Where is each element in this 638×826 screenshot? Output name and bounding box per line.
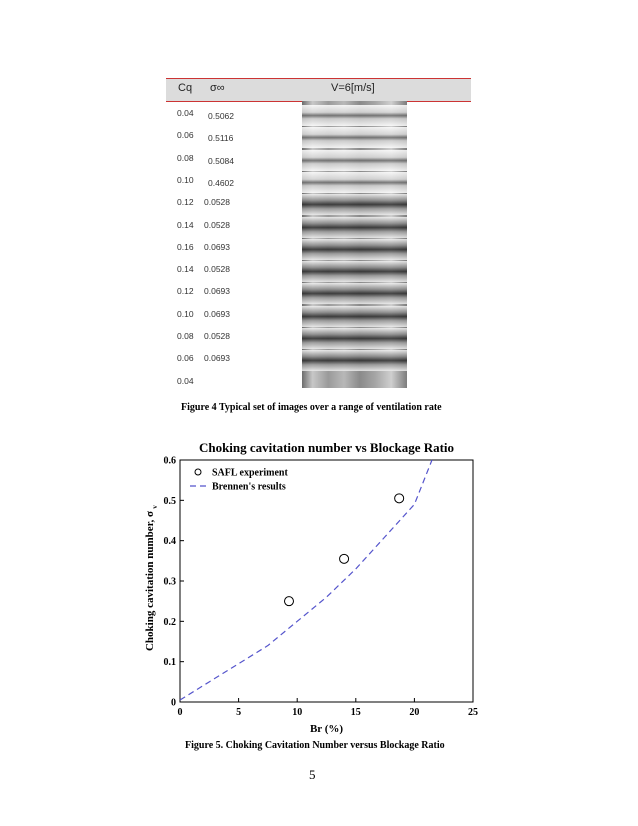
x-tick-label: 0 (178, 707, 183, 718)
cq-value: 0.04 (177, 108, 194, 118)
cq-value: 0.08 (177, 331, 194, 341)
y-tick-label: 0.2 (164, 617, 177, 628)
cq-value: 0.08 (177, 152, 194, 163)
cq-value: 0.10 (177, 174, 194, 185)
sigma-value: 0.0528 (204, 331, 230, 341)
cq-value: 0.14 (177, 219, 194, 230)
legend-marker-safl (194, 468, 202, 476)
cavitation-photo-strip (302, 328, 407, 349)
cq-value: 0.12 (177, 286, 194, 297)
y-tick-label: 0.3 (164, 577, 177, 588)
x-tick-label: 10 (292, 707, 302, 718)
header-sigma: σ∞ (210, 82, 225, 94)
series-line-brennen (179, 459, 433, 701)
table-header: Cq σ∞ V=6[m/s] (166, 78, 471, 102)
cavitation-image-sequence (302, 101, 407, 388)
chart-title: Choking cavitation number vs Blockage Ra… (199, 440, 454, 455)
y-axis-label: Choking cavitation number, σ (144, 511, 156, 651)
figure-5-caption: Figure 5. Choking Cavitation Number vers… (185, 740, 445, 751)
legend-label-brennen: Brennen's results (212, 482, 286, 493)
cavitation-photo-strip (302, 283, 407, 305)
cavitation-photo-strip (302, 216, 407, 238)
sigma-value: 0.0693 (204, 286, 230, 297)
x-tick-label: 5 (236, 707, 241, 718)
cq-value: 0.06 (177, 353, 194, 364)
y-tick-label: 0 (171, 698, 176, 709)
cq-value: 0.10 (177, 308, 194, 319)
header-cq: Cq (178, 82, 193, 94)
cq-value: 0.06 (177, 130, 194, 141)
cavitation-photo-strip (302, 105, 407, 126)
y-tick-label: 0.4 (164, 536, 177, 547)
header-velocity: V=6[m/s] (331, 82, 375, 94)
plot-frame (179, 459, 474, 703)
cavitation-photo-strip (302, 171, 407, 193)
sigma-value: 0.5084 (208, 155, 234, 166)
x-tick-label: 20 (409, 707, 419, 718)
figure-4-table: Cq σ∞ V=6[m/s] 0.04 0.5062 0.06 0.5116 0.08 0… (166, 78, 471, 390)
cq-value: 0.12 (177, 197, 194, 208)
sigma-value: 0.0693 (204, 241, 230, 252)
cavitation-photo-strip (302, 261, 407, 283)
data-point-safl (339, 553, 350, 564)
sigma-value: 0.0528 (204, 219, 230, 230)
sigma-value: 0.0693 (204, 353, 230, 364)
y-tick-label: 0.5 (164, 496, 177, 507)
page-number: 5 (309, 767, 316, 782)
x-axis-label: Br (%) (310, 723, 343, 735)
y-tick-label: 0.1 (164, 657, 177, 668)
cq-value: 0.04 (177, 375, 194, 386)
cavitation-photo-strip (302, 149, 407, 171)
y-axis-label-subscript: v (151, 505, 159, 509)
data-point-safl (394, 493, 405, 504)
choking-cavitation-chart: Choking cavitation number vs Blockage Ra… (144, 440, 478, 735)
sigma-value: 0.4602 (208, 177, 234, 188)
sigma-value: 0.0693 (204, 308, 230, 319)
x-tick-label: 25 (468, 707, 478, 718)
cavitation-photo-strip (302, 305, 407, 327)
cq-value: 0.14 (177, 264, 194, 275)
sigma-value: 0.0528 (204, 197, 230, 208)
legend-label-safl: SAFL experiment (212, 468, 288, 479)
data-point-safl (283, 596, 294, 607)
figure-4-caption: Figure 4 Typical set of images over a ra… (181, 402, 442, 413)
cq-value: 0.16 (177, 241, 194, 252)
x-tick-label: 15 (351, 707, 361, 718)
cavitation-photo-strip (302, 238, 407, 260)
cavitation-photo-strip (302, 194, 407, 216)
cavitation-photo-strip (302, 350, 407, 372)
cavitation-photo-strip (302, 127, 407, 149)
sigma-value: 0.5062 (208, 111, 234, 121)
sigma-value: 0.0528 (204, 264, 230, 275)
y-tick-label: 0.6 (164, 456, 177, 467)
sigma-value: 0.5116 (208, 133, 234, 144)
